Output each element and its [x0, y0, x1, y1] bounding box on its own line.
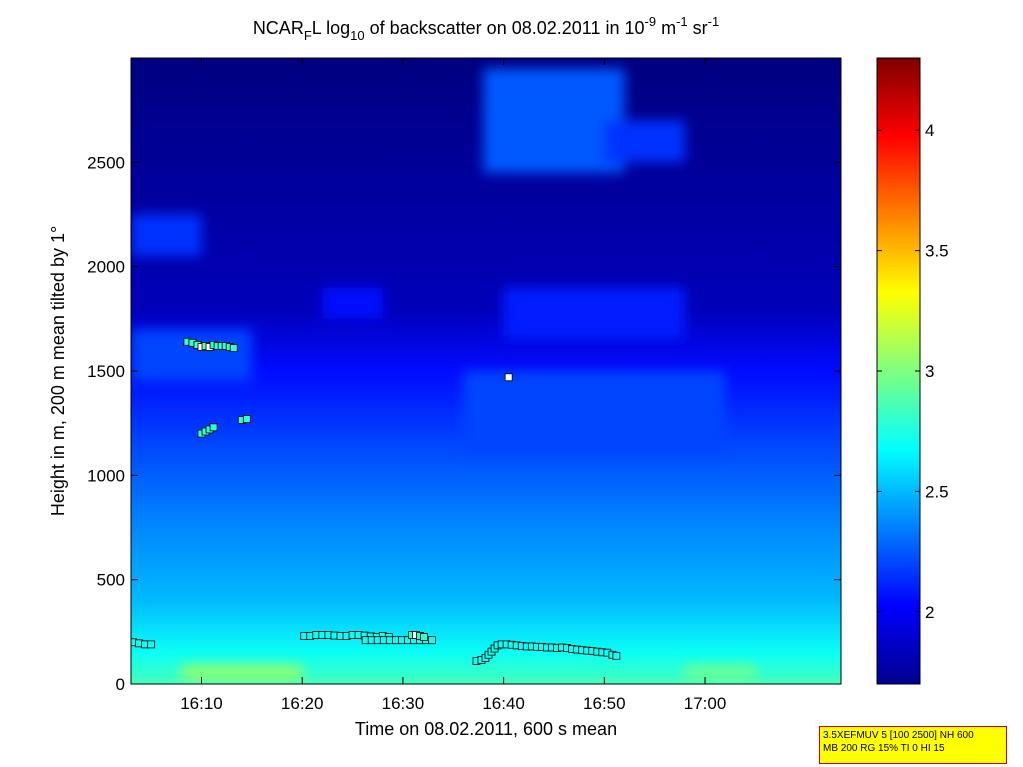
colorbar-tick-label-1: 2.5 — [925, 482, 949, 501]
info-line-1: 3.5XEFMUV 5 [100 2500] NH 600 — [823, 730, 974, 741]
x-tick-label-0: 16:10 — [180, 694, 223, 713]
colorbar-tick-label-4: 4 — [925, 121, 934, 140]
backscatter-feature-8 — [684, 665, 756, 680]
cloud-base-marker-48 — [428, 636, 437, 645]
backscatter-feature-3 — [604, 120, 685, 163]
x-tick-label-5: 17:00 — [684, 694, 727, 713]
backscatter-feature-6 — [463, 371, 726, 455]
y-axis: 0 500 1000 1500 2000 2500 — [87, 153, 841, 694]
heatmap-area — [131, 58, 841, 684]
x-tick-label-1: 16:20 — [281, 694, 324, 713]
y-tick-label-3: 1500 — [87, 362, 125, 381]
backscatter-feature-7 — [181, 665, 303, 680]
y-tick-label-4: 2000 — [87, 258, 125, 277]
x-tick-label-3: 16:40 — [482, 694, 525, 713]
backscatter-feature-0 — [131, 329, 252, 382]
backscatter-feature-4 — [322, 287, 383, 319]
x-tick-label-4: 16:50 — [583, 694, 626, 713]
x-axis: 16:10 16:20 16:30 16:40 16:50 17:00 — [180, 58, 726, 713]
cloud-base-marker-3 — [147, 640, 156, 649]
cloud-base-marker-15 — [229, 344, 238, 352]
y-axis-label: Height in m, 200 m mean tilted by 1° — [48, 226, 68, 516]
cloud-base-marker-21 — [242, 415, 251, 423]
cloud-base-marker-19 — [209, 423, 218, 432]
backscatter-features — [131, 68, 756, 680]
backscatter-feature-2 — [483, 68, 625, 173]
colorbar-tick-label-0: 2 — [925, 603, 934, 622]
colorbar-axis: 2 2.5 3 3.5 4 — [877, 121, 949, 622]
chart-title: NCARFL log10 of backscatter on 08.02.201… — [253, 14, 719, 43]
processing-info-box: 3.5XEFMUV 5 [100 2500] NH 600 MB 200 RG … — [819, 726, 1007, 764]
cloud-base-markers — [131, 337, 621, 665]
backscatter-feature-1 — [131, 214, 202, 257]
x-tick-label-2: 16:30 — [382, 694, 425, 713]
colorbar-tick-label-2: 3 — [925, 362, 934, 381]
x-axis-label: Time on 08.02.2011, 600 s mean — [355, 719, 617, 739]
cloud-base-marker-53 — [504, 373, 513, 382]
colorbar — [876, 57, 921, 685]
backscatter-feature-5 — [503, 287, 685, 340]
y-tick-label-1: 500 — [97, 571, 125, 590]
y-tick-label-5: 2500 — [87, 153, 125, 172]
info-line-2: MB 200 RG 15% TI 0 HI 15 — [823, 743, 945, 754]
colorbar-tick-label-3: 3.5 — [925, 242, 949, 261]
y-tick-label-0: 0 — [116, 675, 125, 694]
cloud-base-marker-52 — [420, 633, 428, 641]
y-tick-label-2: 1000 — [87, 466, 125, 485]
cloud-base-marker-84 — [612, 651, 621, 660]
